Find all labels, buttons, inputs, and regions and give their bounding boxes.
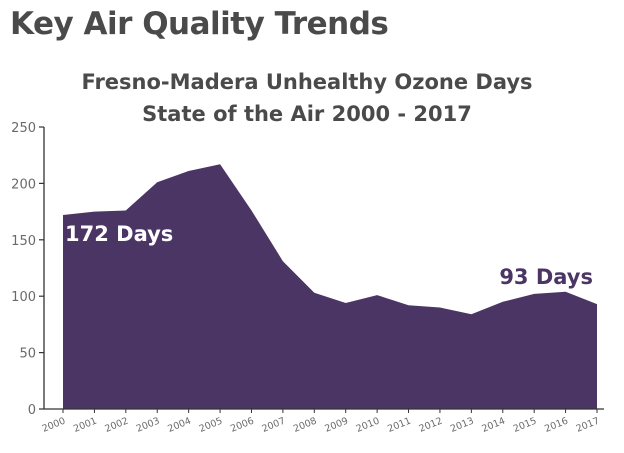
x-tick-label-2011: 2011 [386,416,413,435]
x-tick-label-2004: 2004 [166,416,193,435]
annotation-label-2000: 172 Days [65,222,173,246]
y-tick-label-150: 150 [11,234,36,249]
x-tick-label-2002: 2002 [103,416,130,435]
x-tick-label-2012: 2012 [418,416,445,435]
x-tick-label-2017: 2017 [575,416,602,435]
area-series [63,164,597,409]
x-tick-label-2010: 2010 [355,416,382,435]
x-tick-label-2009: 2009 [323,416,350,435]
y-tick-label-250: 250 [11,121,36,136]
x-tick-label-2001: 2001 [72,416,99,435]
x-tick-label-2007: 2007 [260,416,287,435]
annotation-label-2017: 93 Days [499,265,593,289]
page-heading: Key Air Quality Trends [10,6,389,42]
x-tick-label-2003: 2003 [135,416,162,435]
x-tick-label-2016: 2016 [543,416,570,435]
x-tick-label-2005: 2005 [198,416,225,435]
y-tick-label-0: 0 [28,403,36,418]
x-tick-label-2014: 2014 [480,416,507,435]
x-tick-label-2000: 2000 [41,416,68,435]
y-tick-label-200: 200 [11,177,36,192]
x-tick-label-2015: 2015 [512,416,539,435]
x-tick-label-2013: 2013 [449,416,476,435]
x-tick-label-2008: 2008 [292,416,319,435]
y-tick-label-50: 50 [19,347,36,362]
chart-title-line-1: Fresno-Madera Unhealthy Ozone Days [81,70,532,94]
x-tick-label-2006: 2006 [229,416,256,435]
y-tick-label-100: 100 [11,290,36,305]
chart-title-line-2: State of the Air 2000 - 2017 [142,102,472,126]
